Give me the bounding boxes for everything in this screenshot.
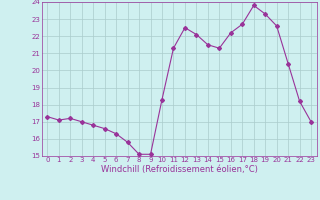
- X-axis label: Windchill (Refroidissement éolien,°C): Windchill (Refroidissement éolien,°C): [101, 165, 258, 174]
